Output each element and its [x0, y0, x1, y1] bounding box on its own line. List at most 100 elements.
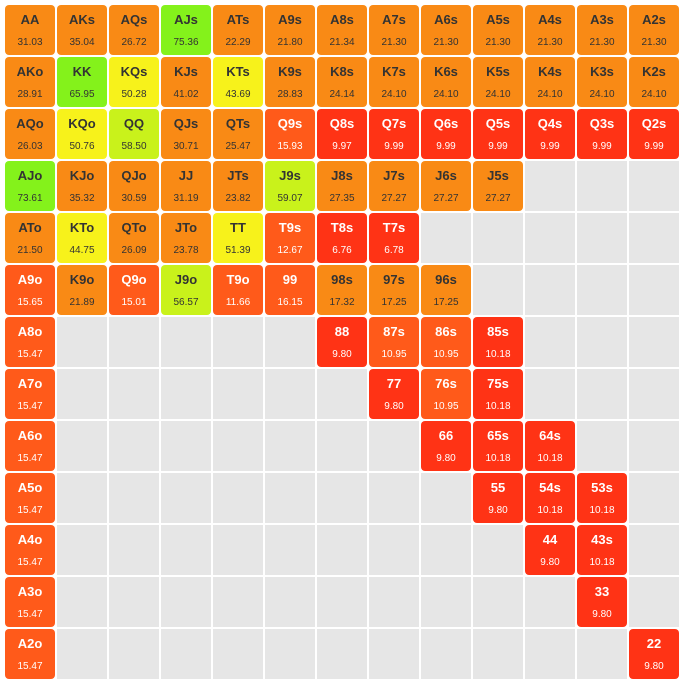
hand-cell[interactable]: 97s 17.25 [369, 265, 419, 315]
hand-cell[interactable]: A8s 21.34 [317, 5, 367, 55]
hand-cell[interactable]: Q4s 9.99 [525, 109, 575, 159]
hand-cell[interactable]: A2o 15.47 [5, 629, 55, 679]
hand-cell[interactable]: 96s 17.25 [421, 265, 471, 315]
hand-cell[interactable]: KQs 50.28 [109, 57, 159, 107]
hand-cell[interactable]: 53s 10.18 [577, 473, 627, 523]
hand-cell[interactable]: K9o 21.89 [57, 265, 107, 315]
hand-cell[interactable]: 98s 17.32 [317, 265, 367, 315]
hand-cell[interactable]: J9o 56.57 [161, 265, 211, 315]
hand-cell[interactable]: K4s 24.10 [525, 57, 575, 107]
hand-cell[interactable]: A9o 15.65 [5, 265, 55, 315]
hand-cell[interactable]: A9s 21.80 [265, 5, 315, 55]
hand-cell[interactable]: Q9s 15.93 [265, 109, 315, 159]
hand-cell[interactable]: Q2s 9.99 [629, 109, 679, 159]
hand-cell[interactable]: QTs 25.47 [213, 109, 263, 159]
hand-value: 21.30 [485, 37, 511, 48]
hand-cell[interactable]: JTs 23.82 [213, 161, 263, 211]
hand-cell[interactable]: 64s 10.18 [525, 421, 575, 471]
hand-cell[interactable]: Q7s 9.99 [369, 109, 419, 159]
hand-cell[interactable]: 44 9.80 [525, 525, 575, 575]
hand-cell[interactable]: Q5s 9.99 [473, 109, 523, 159]
hand-cell[interactable]: 66 9.80 [421, 421, 471, 471]
hand-cell[interactable]: J5s 27.27 [473, 161, 523, 211]
hand-cell[interactable]: 54s 10.18 [525, 473, 575, 523]
hand-cell[interactable]: K9s 28.83 [265, 57, 315, 107]
empty-cell [421, 629, 471, 679]
hand-cell[interactable]: AQs 26.72 [109, 5, 159, 55]
hand-cell[interactable]: A3o 15.47 [5, 577, 55, 627]
hand-cell[interactable]: KJo 35.32 [57, 161, 107, 211]
hand-cell[interactable]: QJs 30.71 [161, 109, 211, 159]
hand-cell[interactable]: T9o 11.66 [213, 265, 263, 315]
empty-cell [213, 525, 263, 575]
hand-cell[interactable]: 55 9.80 [473, 473, 523, 523]
hand-cell[interactable]: A4s 21.30 [525, 5, 575, 55]
hand-cell[interactable]: 87s 10.95 [369, 317, 419, 367]
hand-cell[interactable]: A7o 15.47 [5, 369, 55, 419]
hand-cell[interactable]: AKs 35.04 [57, 5, 107, 55]
hand-cell[interactable]: 75s 10.18 [473, 369, 523, 419]
hand-cell[interactable]: ATs 22.29 [213, 5, 263, 55]
hand-cell[interactable]: T9s 12.67 [265, 213, 315, 263]
hand-cell[interactable]: K2s 24.10 [629, 57, 679, 107]
hand-cell[interactable]: J8s 27.35 [317, 161, 367, 211]
hand-cell[interactable]: A5s 21.30 [473, 5, 523, 55]
hand-cell[interactable]: TT 51.39 [213, 213, 263, 263]
hand-cell[interactable]: 86s 10.95 [421, 317, 471, 367]
hand-cell[interactable]: J7s 27.27 [369, 161, 419, 211]
hand-cell[interactable]: QJo 30.59 [109, 161, 159, 211]
hand-cell[interactable]: 65s 10.18 [473, 421, 523, 471]
hand-cell[interactable]: 85s 10.18 [473, 317, 523, 367]
hand-cell[interactable]: 22 9.80 [629, 629, 679, 679]
hand-cell[interactable]: AA 31.03 [5, 5, 55, 55]
hand-cell[interactable]: AQo 26.03 [5, 109, 55, 159]
hand-cell[interactable]: 88 9.80 [317, 317, 367, 367]
hand-cell[interactable]: A5o 15.47 [5, 473, 55, 523]
hand-cell[interactable]: A4o 15.47 [5, 525, 55, 575]
hand-cell[interactable]: AKo 28.91 [5, 57, 55, 107]
hand-cell[interactable]: Q6s 9.99 [421, 109, 471, 159]
hand-cell[interactable]: KTo 44.75 [57, 213, 107, 263]
hand-cell[interactable]: JJ 31.19 [161, 161, 211, 211]
hand-cell[interactable]: T7s 6.78 [369, 213, 419, 263]
hand-cell[interactable]: K8s 24.14 [317, 57, 367, 107]
hand-value: 9.80 [592, 609, 612, 620]
hand-cell[interactable]: A2s 21.30 [629, 5, 679, 55]
hand-cell[interactable]: JTo 23.78 [161, 213, 211, 263]
hand-cell[interactable]: T8s 6.76 [317, 213, 367, 263]
hand-cell[interactable]: KK 65.95 [57, 57, 107, 107]
empty-cell [629, 525, 679, 575]
hand-cell[interactable]: 43s 10.18 [577, 525, 627, 575]
hand-cell[interactable]: Q8s 9.97 [317, 109, 367, 159]
hand-cell[interactable]: AJs 75.36 [161, 5, 211, 55]
hand-cell[interactable]: K6s 24.10 [421, 57, 471, 107]
hand-cell[interactable]: J9s 59.07 [265, 161, 315, 211]
empty-cell [161, 317, 211, 367]
hand-cell[interactable]: 99 16.15 [265, 265, 315, 315]
hand-cell[interactable]: KTs 43.69 [213, 57, 263, 107]
hand-cell[interactable]: KJs 41.02 [161, 57, 211, 107]
hand-cell[interactable]: KQo 50.76 [57, 109, 107, 159]
hand-cell[interactable]: A7s 21.30 [369, 5, 419, 55]
hand-cell[interactable]: 76s 10.95 [421, 369, 471, 419]
hand-cell[interactable]: K3s 24.10 [577, 57, 627, 107]
hand-cell[interactable]: A3s 21.30 [577, 5, 627, 55]
hand-cell[interactable]: A6o 15.47 [5, 421, 55, 471]
hand-cell[interactable]: Q3s 9.99 [577, 109, 627, 159]
hand-cell[interactable]: ATo 21.50 [5, 213, 55, 263]
hand-label: A4s [538, 12, 562, 27]
hand-cell[interactable]: QQ 58.50 [109, 109, 159, 159]
hand-label: A5o [17, 480, 43, 495]
hand-cell[interactable]: K7s 24.10 [369, 57, 419, 107]
hand-cell[interactable]: A8o 15.47 [5, 317, 55, 367]
hand-cell[interactable]: QTo 26.09 [109, 213, 159, 263]
hand-cell[interactable]: Q9o 15.01 [109, 265, 159, 315]
hand-cell[interactable]: AJo 73.61 [5, 161, 55, 211]
hand-cell[interactable]: 77 9.80 [369, 369, 419, 419]
empty-cell [577, 421, 627, 471]
hand-cell[interactable]: 33 9.80 [577, 577, 627, 627]
hand-cell[interactable]: J6s 27.27 [421, 161, 471, 211]
hand-cell[interactable]: K5s 24.10 [473, 57, 523, 107]
hand-cell[interactable]: A6s 21.30 [421, 5, 471, 55]
hand-label: 53s [591, 480, 613, 495]
